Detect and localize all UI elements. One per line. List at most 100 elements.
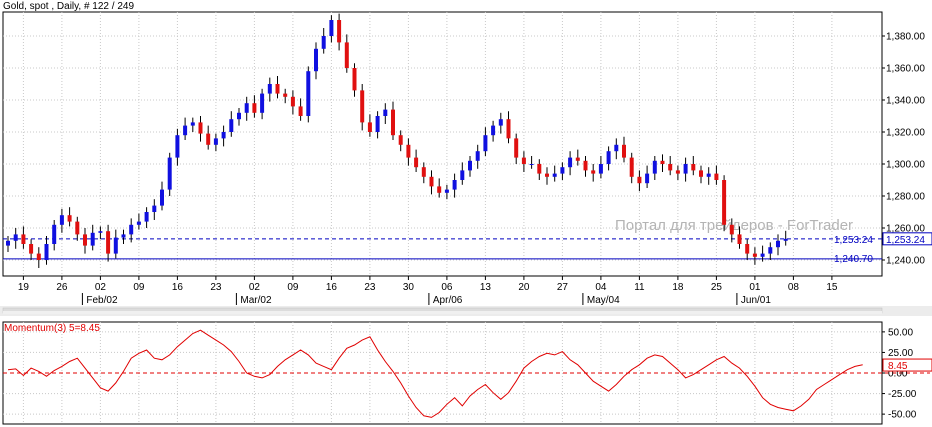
x-tick-label: 26 (56, 282, 68, 293)
candle (375, 116, 380, 132)
candle (298, 106, 303, 116)
candle (260, 93, 265, 113)
candle (21, 234, 26, 244)
candle (144, 212, 149, 222)
candle (44, 244, 49, 260)
y-tick-label: 1,280.00 (886, 192, 925, 203)
pane-separator (3, 311, 882, 314)
candle (568, 157, 573, 168)
candle (175, 135, 180, 158)
candle (475, 151, 480, 161)
y-tick-label: 1,240.00 (886, 256, 925, 267)
candle (360, 90, 365, 123)
momentum-y-label: -50.00 (888, 410, 917, 421)
candle (283, 93, 288, 97)
candle (598, 164, 603, 174)
candle (722, 180, 727, 225)
candle (13, 234, 18, 241)
candle (398, 135, 403, 145)
candle (59, 215, 64, 225)
candle (383, 109, 388, 116)
candle (106, 231, 111, 254)
x-tick-label: 27 (557, 282, 569, 293)
x-month-label: Feb/02 (86, 295, 118, 306)
candle (98, 231, 103, 233)
candle (275, 84, 280, 94)
candle (183, 125, 188, 136)
y-tick-label: 1,300.00 (886, 160, 925, 171)
candle (760, 253, 765, 257)
candle (783, 238, 788, 241)
watermark: Портал для трейдеров - ForTrader (615, 217, 853, 234)
candle (606, 151, 611, 164)
candle (575, 157, 580, 161)
x-tick-label: 30 (403, 282, 415, 293)
candle (329, 20, 334, 36)
momentum-grid (3, 322, 930, 424)
candle (213, 138, 218, 145)
candle (560, 167, 565, 174)
x-month-label: Mar/02 (240, 295, 272, 306)
candle (221, 132, 226, 139)
reference-line-label: 1,240.70 (834, 254, 873, 265)
candle (437, 186, 442, 193)
candle (752, 253, 757, 257)
momentum-y-label: 25.00 (888, 348, 913, 359)
candle (498, 119, 503, 126)
candle (583, 160, 588, 171)
reference-lines: 1,253.24 1,240.70 (3, 235, 882, 265)
candle (367, 122, 372, 132)
x-tick-label: 09 (133, 282, 145, 293)
candle (652, 160, 657, 174)
candle (614, 144, 619, 152)
candle (691, 164, 696, 171)
x-tick-label: 11 (634, 282, 645, 293)
x-tick-label: 19 (18, 282, 30, 293)
price-pane (2, 11, 883, 277)
candle (6, 240, 10, 246)
candle (129, 224, 134, 235)
candle (75, 221, 80, 235)
candle (152, 205, 157, 212)
y-tick-label: 1,340.00 (886, 96, 925, 107)
candle (452, 180, 457, 190)
momentum-y-label: 50.00 (888, 327, 913, 338)
candle (52, 224, 57, 244)
momentum-axis: 50.00 25.00 0.00 -25.00 -50.00 8.45 (882, 327, 932, 421)
candle (121, 234, 126, 238)
candle (491, 125, 496, 136)
momentum-series (7, 329, 863, 418)
candle (252, 103, 257, 113)
candle (529, 164, 534, 165)
candle (321, 36, 326, 49)
y-tick-label: 1,260.00 (886, 224, 925, 235)
candle (90, 232, 95, 246)
candle (660, 160, 665, 164)
candle (706, 173, 711, 177)
x-month-label: Apr/06 (433, 295, 463, 306)
time-axis: 19 26 02 Feb/02 09 16 23 02 Mar/02 09 16 23 30 06 Apr/… (18, 276, 838, 306)
candle (514, 138, 519, 158)
candle (237, 112, 241, 120)
candle (136, 221, 141, 225)
y-tick-label: 1,320.00 (886, 128, 925, 139)
candle (337, 20, 342, 43)
candle (244, 103, 249, 113)
x-tick-label: 16 (172, 282, 184, 293)
candle (344, 42, 349, 68)
x-tick-label: 04 (595, 282, 607, 293)
candle (421, 167, 426, 177)
candle (83, 234, 87, 246)
price-axis: 1,240.00 1,260.00 1,280.00 1,300.00 1,320.00… (882, 32, 932, 267)
candle (306, 71, 311, 116)
x-tick-label: 06 (441, 282, 453, 293)
candle (391, 109, 395, 136)
candle (629, 157, 634, 177)
candle (314, 48, 318, 72)
candle (537, 164, 542, 174)
candle (444, 189, 449, 193)
candle (29, 244, 34, 254)
candle (160, 189, 164, 206)
